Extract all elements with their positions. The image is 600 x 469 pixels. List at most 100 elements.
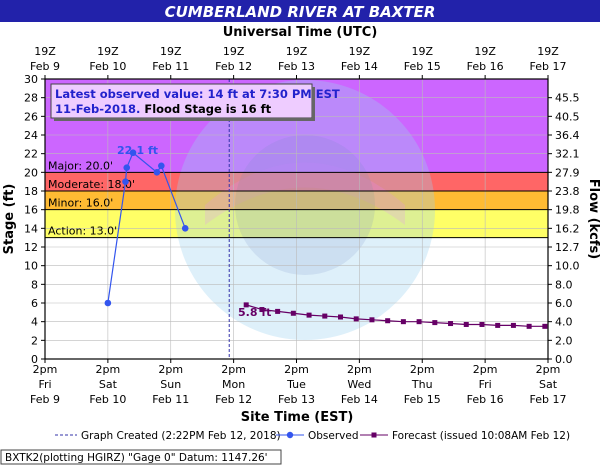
observed-point (129, 149, 137, 157)
stage-tick-label: 18 (24, 185, 38, 198)
forecast-point (526, 323, 532, 329)
est-tick-day: Wed (347, 378, 371, 391)
utc-tick-hour: 19Z (97, 45, 119, 58)
legend-forecast-marker (371, 432, 377, 438)
est-tick-time: 2pm (536, 363, 561, 376)
forecast-point (400, 319, 406, 325)
latest-value-line1: Latest observed value: 14 ft at 7:30 PM … (55, 87, 340, 101)
est-tick-date: Feb 14 (341, 393, 378, 406)
observed-peak-label: 22.1 ft (117, 144, 158, 157)
utc-tick-date: Feb 12 (215, 60, 252, 73)
legend-created-label: Graph Created (2:22PM Feb 12, 2018) (81, 430, 281, 442)
flood-stage-text: Flood Stage is 16 ft (140, 102, 271, 116)
est-tick-day: Fri (479, 378, 492, 391)
utc-tick-date: Feb 17 (530, 60, 567, 73)
forecast-point (385, 318, 391, 324)
forecast-point (416, 319, 422, 325)
est-tick-time: 2pm (221, 363, 246, 376)
forecast-point (243, 302, 249, 308)
forecast-point (369, 317, 375, 323)
flow-tick-label: 10.0 (555, 260, 580, 273)
forecast-point (448, 321, 454, 327)
forecast-series (243, 302, 548, 329)
est-tick-time: 2pm (410, 363, 435, 376)
flood-label-major: Major: 20.0' (48, 159, 113, 172)
est-tick-day: Sat (99, 378, 118, 391)
forecast-point (338, 314, 344, 320)
legend-observed-label: Observed (308, 430, 359, 442)
forecast-point (306, 312, 312, 318)
stage-tick-label: 26 (24, 110, 38, 123)
y-axis-label: Stage (ft) (2, 184, 17, 255)
stage-tick-label: 8 (31, 278, 38, 291)
flow-tick-label: 32.1 (555, 148, 580, 161)
stage-tick-label: 16 (24, 204, 38, 217)
forecast-point (275, 308, 281, 314)
utc-tick-date: Feb 15 (404, 60, 441, 73)
est-tick-day: Thu (411, 378, 433, 391)
flow-tick-label: 40.5 (555, 110, 580, 123)
est-tick-date: Feb 13 (278, 393, 315, 406)
flow-tick-label: 12.7 (555, 241, 580, 254)
flow-tick-label: 6.0 (555, 297, 573, 310)
latest-value-date: 11-Feb-2018. (55, 102, 140, 116)
utc-tick-hour: 19Z (411, 45, 433, 58)
flow-tick-label: 4.0 (555, 316, 573, 329)
utc-tick-date: Feb 11 (152, 60, 189, 73)
est-tick-day: Fri (38, 378, 51, 391)
est-tick-date: Feb 9 (30, 393, 60, 406)
flood-label-moderate: Moderate: 18.0' (48, 178, 135, 191)
observed-point (181, 225, 189, 232)
est-tick-date: Feb 11 (152, 393, 189, 406)
forecast-start-label: 5.8 ft (238, 306, 271, 319)
utc-tick-date: Feb 10 (89, 60, 126, 73)
flood-band-labels: Action: 13.0' Minor: 16.0' Moderate: 18.0'… (48, 159, 135, 237)
forecast-point (259, 307, 265, 313)
y2-axis-label: Flow (kcfs) (586, 179, 600, 259)
flow-tick-label: 23.8 (555, 185, 580, 198)
forecast-point (495, 322, 501, 328)
utc-tick-hour: 19Z (349, 45, 371, 58)
est-tick-day: Sun (160, 378, 181, 391)
footer-datum: BXTK2(plotting HGIRZ) "Gage 0" Datum: 11… (5, 452, 268, 464)
stage-tick-label: 28 (24, 92, 38, 105)
est-tick-time: 2pm (33, 363, 58, 376)
flow-tick-label: 27.9 (555, 166, 580, 179)
forecast-point (322, 313, 328, 319)
stage-tick-label: 30 (24, 73, 38, 86)
flow-tick-label: 2.0 (555, 334, 573, 347)
stage-tick-label: 22 (24, 148, 38, 161)
stage-tick-label: 4 (31, 316, 38, 329)
latest-value-box-shadow-bottom (54, 118, 315, 121)
forecast-point (542, 323, 548, 329)
stage-tick-label: 12 (24, 241, 38, 254)
est-tick-date: Feb 16 (467, 393, 504, 406)
forecast-point (463, 321, 469, 327)
flow-tick-label: 16.2 (555, 222, 580, 235)
est-tick-time: 2pm (96, 363, 121, 376)
legend: Graph Created (2:22PM Feb 12, 2018) Obse… (55, 430, 570, 442)
est-tick-day: Mon (222, 378, 245, 391)
stage-tick-label: 2 (31, 334, 38, 347)
observed-point (122, 178, 129, 185)
title-bar (0, 0, 600, 22)
observed-point (123, 164, 131, 171)
utc-tick-date: Feb 16 (467, 60, 504, 73)
utc-tick-date: Feb 14 (341, 60, 378, 73)
est-tick-date: Feb 15 (404, 393, 441, 406)
flow-tick-label: 45.5 (555, 92, 580, 105)
latest-value-box-bg (50, 83, 313, 119)
est-tick-time: 2pm (473, 363, 498, 376)
utc-tick-date: Feb 13 (278, 60, 315, 73)
est-tick-time: 2pm (158, 363, 183, 376)
forecast-point (479, 321, 485, 327)
est-tick-time: 2pm (284, 363, 309, 376)
est-tick-day: Tue (286, 378, 306, 391)
flow-tick-label: 36.4 (555, 129, 580, 142)
est-tick-date: Feb 10 (89, 393, 126, 406)
top-axis-label: Universal Time (UTC) (223, 25, 378, 40)
x-axis-label: Site Time (EST) (241, 410, 354, 425)
stage-tick-label: 6 (31, 297, 38, 310)
